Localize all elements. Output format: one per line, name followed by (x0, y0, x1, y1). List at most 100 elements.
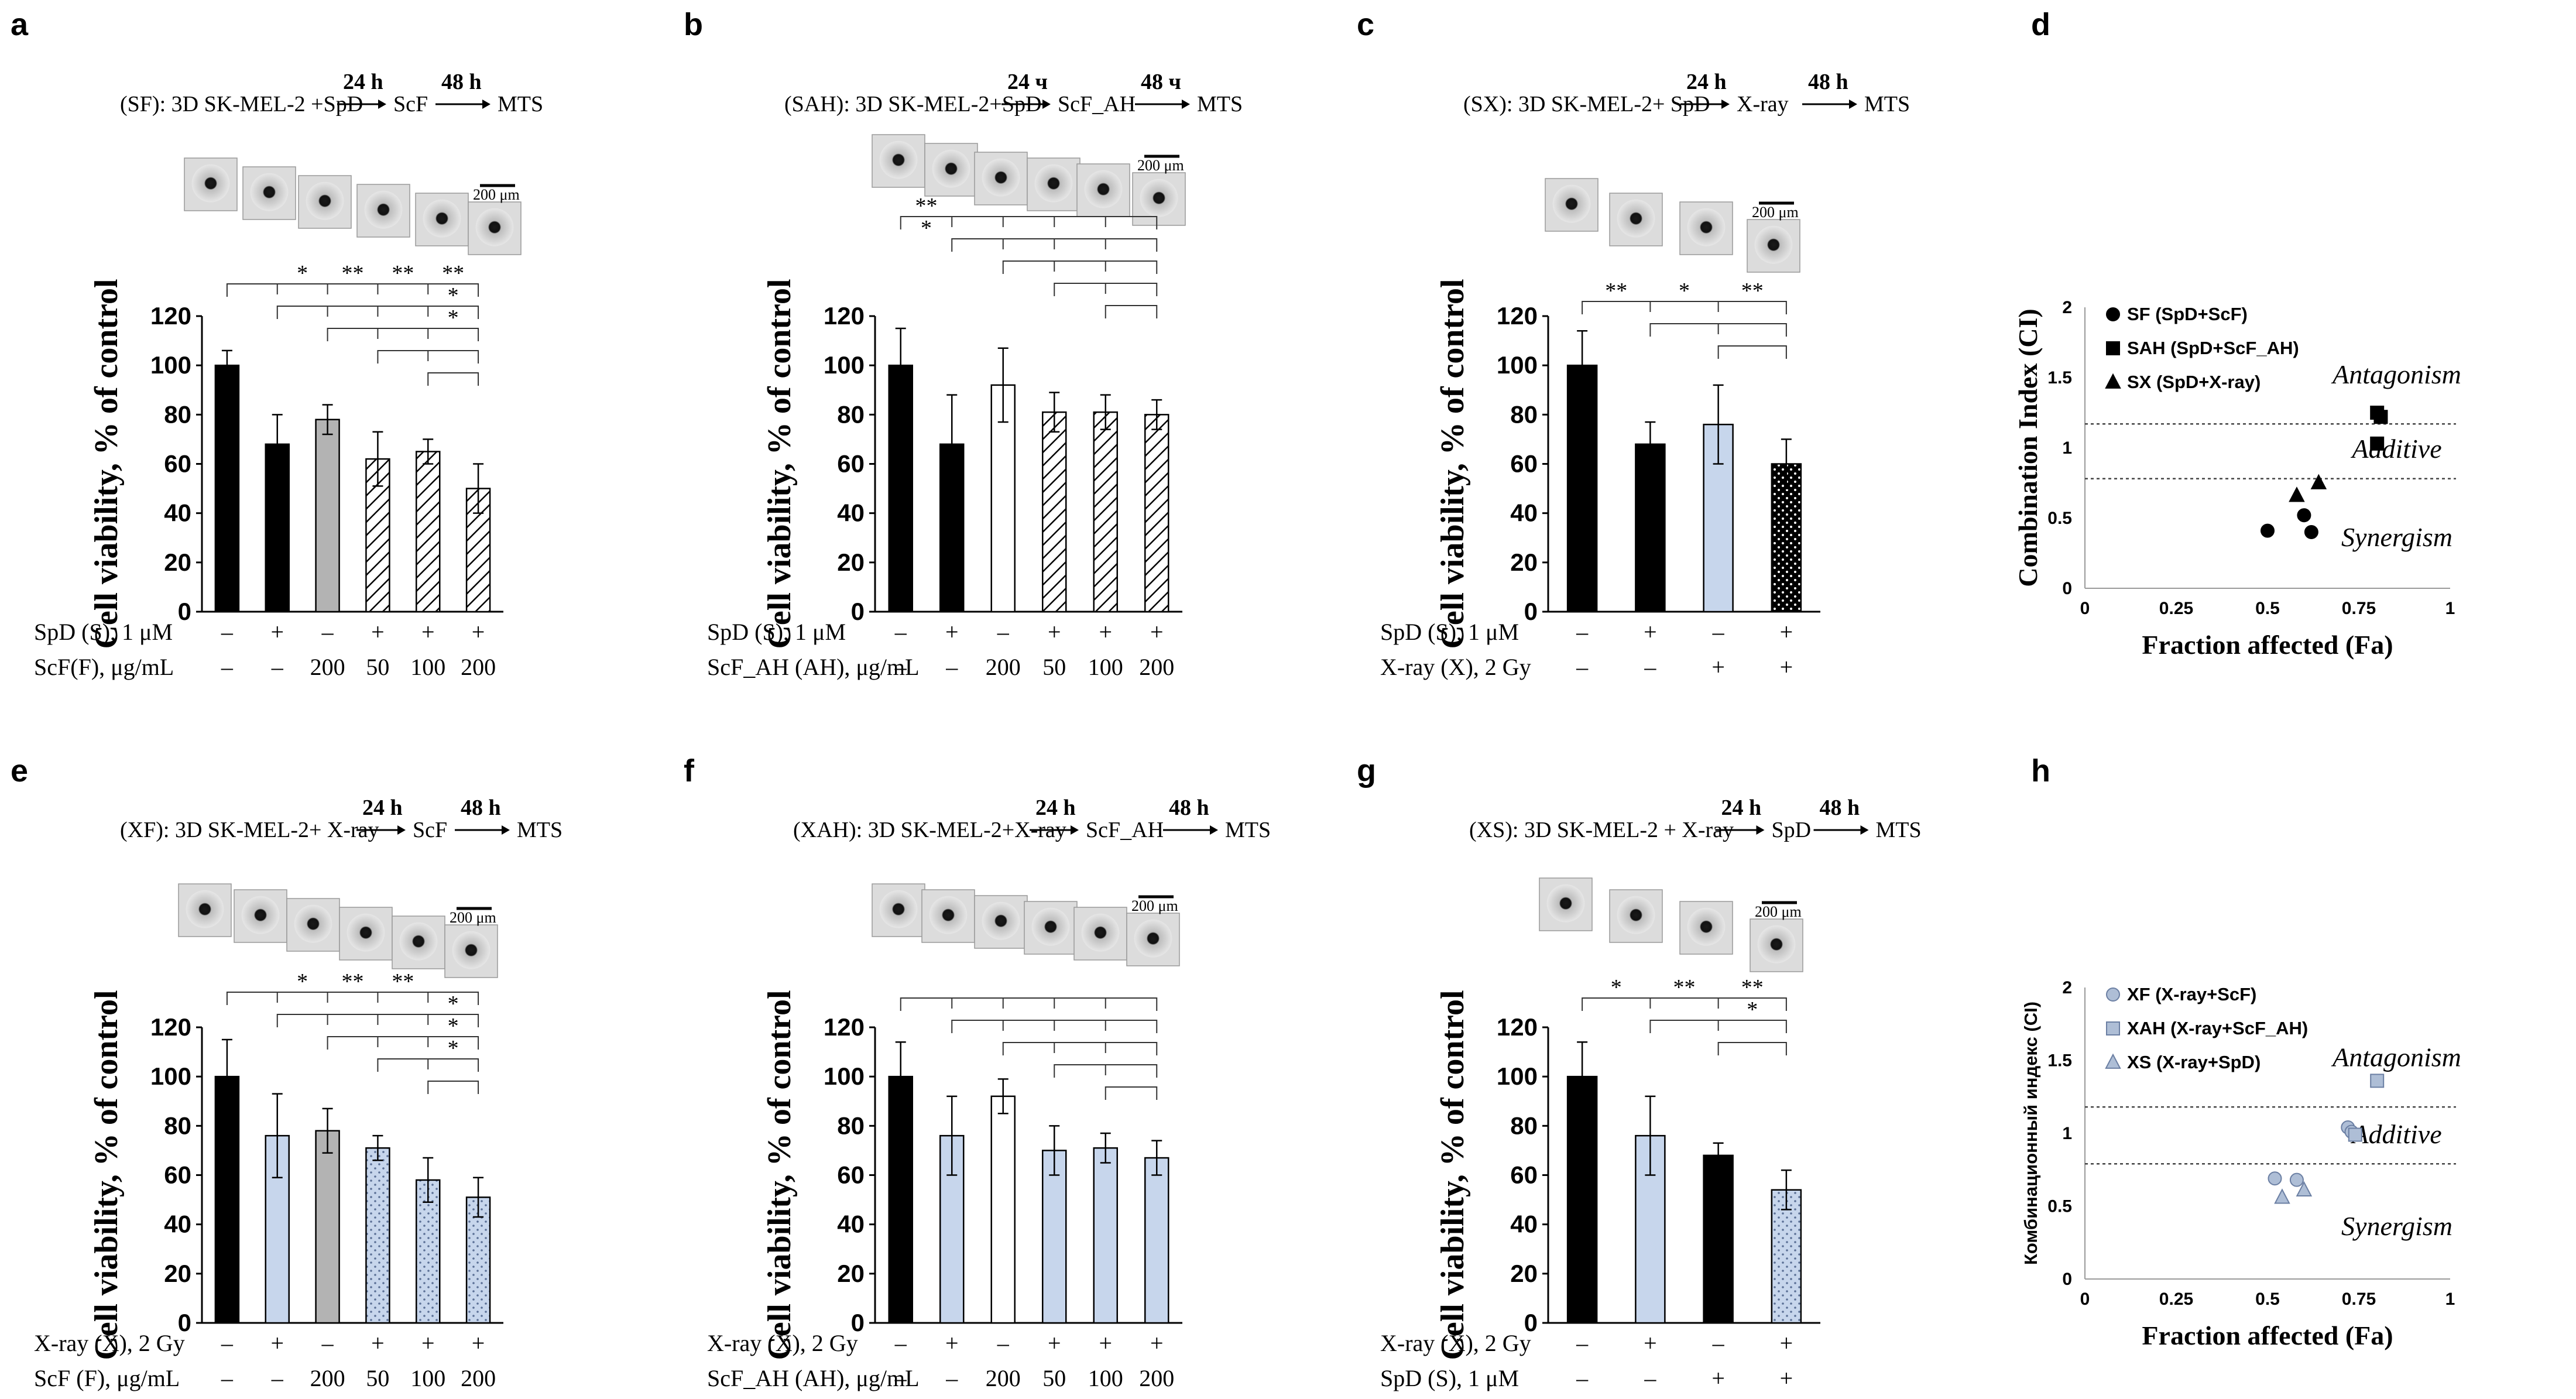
treatment-entry: + (270, 1330, 284, 1356)
y-tick-label: 0 (178, 598, 191, 625)
y-tick-label: 20 (1510, 548, 1538, 576)
scheme-arrowhead-1 (1042, 100, 1051, 109)
y-axis-title: Cell viability, % of control (762, 279, 798, 649)
spheroid-image (423, 199, 461, 238)
treatment-entry: – (221, 619, 234, 645)
scheme-step-2: MTS (1225, 818, 1271, 842)
scheme-time-1: 24 ч (1007, 70, 1048, 94)
ci-region-label: Antagonism (2331, 359, 2461, 389)
y-axis-title: Cell viability, % of control (1435, 990, 1471, 1360)
panel-letter-g: g (1357, 753, 1376, 788)
y-tick-label: 80 (837, 1112, 865, 1139)
y-tick-label: 40 (1510, 1211, 1538, 1238)
ci-y-axis-title: Комбинационный индекс (CI) (2021, 1002, 2041, 1265)
bar (1144, 1157, 1169, 1324)
significance-bracket (900, 997, 1158, 1011)
scheme-arrowhead-2 (502, 825, 510, 835)
y-tick-label: 80 (164, 400, 191, 428)
spheroid-image (1546, 884, 1585, 923)
significance-label: * (448, 1014, 459, 1038)
scheme-step-1: ScF_AH (1086, 818, 1164, 842)
y-tick-label: 80 (1510, 1112, 1538, 1139)
significance-label: ** (392, 261, 414, 286)
treatment-entry: + (270, 619, 284, 645)
ci-legend-marker (2105, 373, 2121, 389)
bar (365, 1147, 390, 1324)
y-tick-label: 20 (837, 548, 865, 576)
y-tick-label: 40 (164, 1211, 191, 1238)
treatment-entry: – (221, 654, 234, 680)
y-tick-label: 40 (1510, 499, 1538, 527)
treatment-entry: 200 (461, 654, 496, 680)
scheme-title: (XAH): 3D SK-MEL-2+X-ray (793, 818, 1066, 842)
ci-data-point (2310, 474, 2327, 489)
panel-letter-e: e (11, 753, 28, 788)
spheroid-image (1757, 925, 1796, 963)
y-tick-label: 0 (1524, 1309, 1538, 1336)
spheroid-image (932, 149, 970, 188)
treatment-entry: – (997, 619, 1010, 645)
treatment-row-label: ScF(F), μg/mL (34, 654, 174, 680)
ci-data-point (2274, 1188, 2290, 1204)
treatment-entry: + (1644, 619, 1657, 645)
significance-bracket (1717, 1042, 1787, 1055)
spheroid-image (250, 173, 289, 211)
treatment-entry: 200 (986, 654, 1021, 680)
spheroid-image (1081, 913, 1120, 952)
significance-bracket (900, 216, 1158, 229)
y-tick-label: 0 (851, 1309, 865, 1336)
spheroid-image (879, 140, 918, 179)
treatment-entry: + (421, 619, 435, 645)
significance-label: ** (392, 969, 414, 994)
treatment-row-label: ScF (F), μg/mL (34, 1365, 180, 1391)
scale-bar-label: 200 μm (1131, 897, 1178, 914)
significance-label: * (448, 306, 459, 330)
ci-y-tick-label: 0 (2062, 1270, 2072, 1289)
ci-data-point (2296, 1181, 2313, 1197)
y-tick-label: 100 (1497, 1062, 1538, 1090)
treatment-entry: – (321, 619, 334, 645)
treatment-entry: 200 (461, 1365, 496, 1391)
ci-x-tick-label: 0.5 (2255, 1290, 2280, 1309)
y-tick-label: 80 (1510, 400, 1538, 428)
treatment-entry: 50 (1042, 1365, 1066, 1391)
ci-legend-label: SX (SpD+X-ray) (2127, 372, 2261, 392)
ci-y-tick-label: 1 (2062, 438, 2072, 458)
y-tick-label: 120 (150, 302, 191, 330)
scheme-arrowhead-1 (378, 100, 386, 109)
significance-bracket (226, 992, 479, 1005)
y-tick-label: 60 (1510, 1161, 1538, 1189)
significance-bracket (1582, 997, 1787, 1011)
panel-letter-d: d (2031, 7, 2050, 42)
bar (1144, 414, 1169, 613)
significance-label: * (921, 216, 932, 241)
significance-label: * (1747, 997, 1758, 1022)
significance-label: ** (1673, 975, 1696, 1000)
ci-x-tick-label: 0.75 (2342, 599, 2376, 618)
treatment-entry: + (1150, 1330, 1164, 1356)
ci-x-tick-label: 0 (2080, 599, 2090, 618)
treatment-entry: – (221, 1330, 234, 1356)
scheme-arrowhead-1 (1756, 825, 1765, 835)
treatment-entry: + (371, 619, 385, 645)
spheroid-image (475, 208, 514, 246)
y-axis-title: Cell viability, % of control (88, 990, 125, 1360)
ci-data-point (2268, 1171, 2282, 1186)
treatment-entry: + (1644, 1330, 1657, 1356)
treatment-entry: 200 (986, 1365, 1021, 1391)
bar (416, 451, 441, 613)
treatment-entry: + (1048, 1330, 1061, 1356)
spheroid-image (1552, 184, 1591, 223)
significance-label: * (297, 261, 308, 286)
treatment-entry: + (1780, 1365, 1793, 1391)
scheme-step-2: MTS (1864, 92, 1910, 116)
y-tick-label: 0 (178, 1309, 191, 1336)
spheroid-image (1031, 907, 1070, 946)
ci-region-label: Additive (2350, 434, 2441, 464)
bar (888, 1075, 913, 1324)
ci-x-axis-title: Fraction affected (Fa) (2142, 630, 2393, 660)
significance-label: ** (1741, 975, 1764, 1000)
